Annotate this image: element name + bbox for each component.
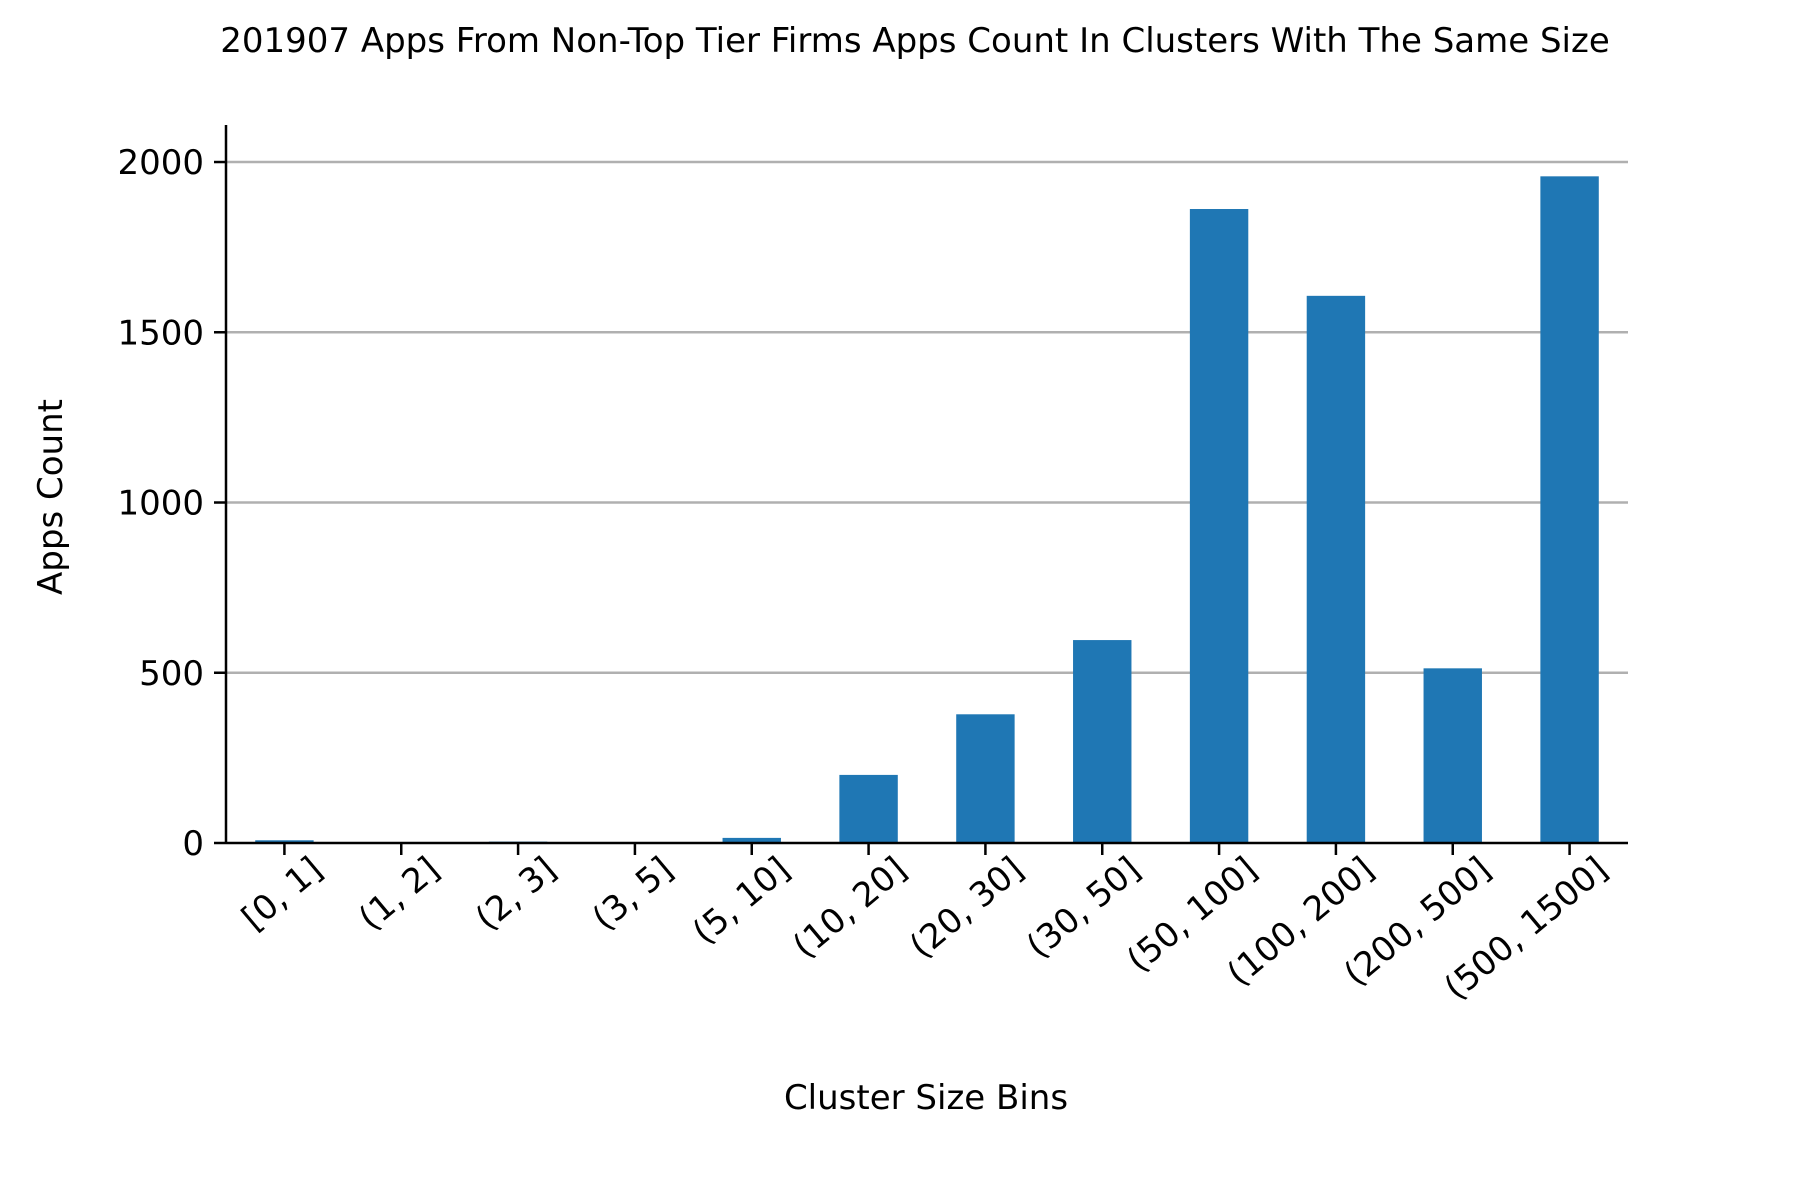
x-tick-label-3: (3, 5]	[585, 849, 681, 938]
y-tick-label-0: 0	[182, 824, 204, 864]
y-tick-label-1500: 1500	[117, 313, 204, 353]
x-tick-label-4: (5, 10]	[685, 849, 797, 952]
bar-9	[1306, 295, 1366, 844]
y-axis-label: Apps Count	[31, 399, 71, 595]
bars	[255, 176, 1599, 844]
x-tick-label-0: [0, 1]	[234, 849, 330, 938]
bar-10	[1423, 668, 1482, 843]
chart-title: 201907 Apps From Non-Top Tier Firms Apps…	[220, 21, 1610, 61]
bar-7	[1073, 640, 1132, 843]
x-axis-label: Cluster Size Bins	[784, 1078, 1068, 1118]
bar-8	[1189, 209, 1249, 843]
axes	[224, 125, 1628, 845]
bar-0	[255, 840, 314, 843]
bar-11	[1540, 176, 1599, 843]
y-tick-label-500: 500	[139, 654, 204, 694]
x-tick-label-2: (2, 3]	[468, 849, 564, 938]
x-axis-ticks: [0, 1] (1, 2] (2, 3] (3, 5] (5, 10](10, 20](…	[234, 843, 1615, 1008]
bar-6	[956, 714, 1015, 843]
x-tick-label-1: (1, 2]	[351, 849, 447, 938]
y-axis-ticks: 0 500 1000 1500 2000	[117, 143, 226, 864]
gridlines	[226, 160, 1628, 675]
x-tick-label-5: (10, 20]	[785, 849, 914, 966]
bar-5	[839, 774, 898, 843]
x-tick-label-6: (20, 30]	[902, 849, 1031, 966]
bar-4	[722, 837, 781, 843]
y-tick-label-2000: 2000	[117, 143, 204, 183]
y-tick-label-1000: 1000	[117, 484, 204, 524]
